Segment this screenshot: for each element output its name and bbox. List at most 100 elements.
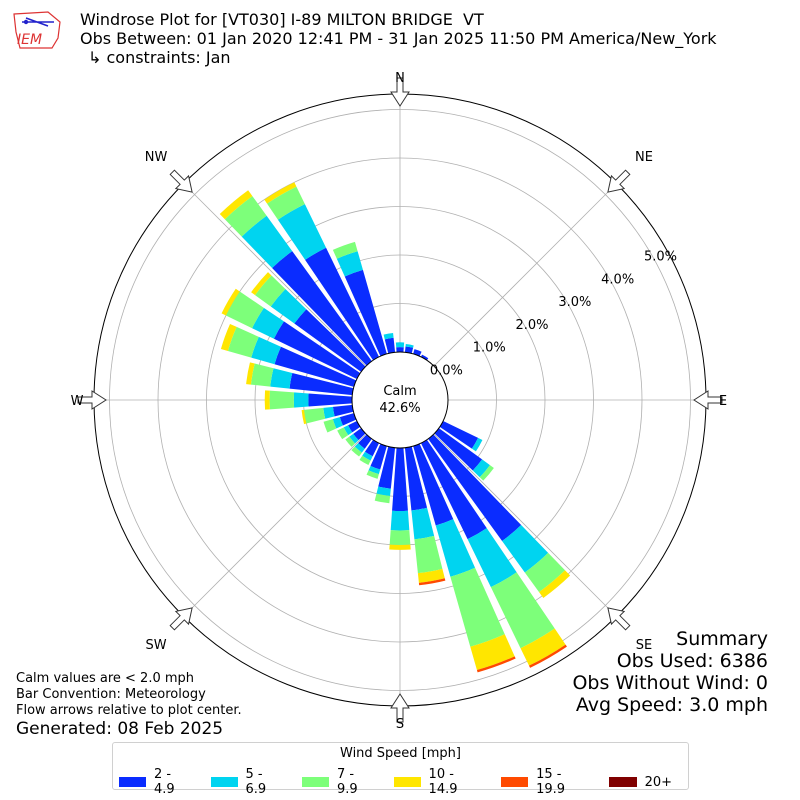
grid-spoke <box>183 433 367 617</box>
radial-tick-label: 1.0% <box>473 341 506 356</box>
windrose-bar-segment <box>366 470 379 479</box>
windrose-bar-segment <box>323 406 335 419</box>
legend-label: 10 - 14.9 <box>428 767 458 797</box>
windrose-bar-segment <box>224 196 267 237</box>
windrose-bar-segment <box>273 321 361 380</box>
legend-item: 7 - 9.9 <box>302 767 378 797</box>
calm-label: Calm <box>383 384 416 399</box>
windrose-bar-segment <box>274 346 357 387</box>
direction-label-e: E <box>719 394 727 409</box>
obs-used: Obs Used: 6386 <box>616 650 768 672</box>
windrose-bar-segment <box>395 342 405 348</box>
legend-label: 20+ <box>644 774 672 790</box>
windrose-bar-segment <box>241 215 293 269</box>
legend-label: 5 - 6.9 <box>245 767 267 797</box>
radial-tick-label: 5.0% <box>644 250 677 265</box>
windrose-bar-segment <box>376 486 391 496</box>
windrose-bar-segment <box>370 443 387 470</box>
windrose-bar-segment <box>251 336 281 365</box>
direction-label-s: S <box>396 717 404 732</box>
logo-text: IEM <box>17 32 42 48</box>
windrose-bar-segment <box>392 447 408 512</box>
legend-item: 10 - 14.9 <box>393 767 486 797</box>
grid-ring <box>109 109 691 691</box>
legend-item: 2 - 4.9 <box>119 767 195 797</box>
grid-spoke <box>433 183 617 367</box>
windrose-bar-segment <box>472 459 490 478</box>
radial-tick-label: 2.0% <box>516 318 549 333</box>
radial-tick-label: 0.0% <box>430 363 463 378</box>
radial-tick-label: 3.0% <box>558 295 591 310</box>
legend-label: 15 - 19.9 <box>536 767 566 797</box>
grid-spoke <box>433 433 617 617</box>
windrose-bar-segment <box>539 570 571 598</box>
windrose-bar-segment <box>435 519 476 577</box>
flow-arrow-shape <box>693 390 723 410</box>
flow-arrow-shape <box>169 169 193 193</box>
windrose-bar-segment <box>220 323 237 351</box>
windrose-bar-segment <box>272 251 372 366</box>
windrose-bar-segment <box>227 326 259 358</box>
windrose-bar-segment <box>301 409 307 425</box>
windrose-bar-segment <box>411 507 435 540</box>
windrose-bar-segment <box>420 354 429 361</box>
windrose-bar-segment <box>250 363 274 387</box>
windrose-bar-segment <box>470 634 515 671</box>
summary-panel: Summary Obs Used: 6386 Obs Without Wind:… <box>572 628 768 716</box>
flow-arrow-shape <box>169 607 193 631</box>
windrose-bar-segment <box>349 433 359 444</box>
windrose-bar-segment <box>362 451 373 461</box>
windrose-bar-segment <box>467 528 517 588</box>
title-line-3: ↳ constraints: Jan <box>88 48 231 67</box>
legend-label: 2 - 4.9 <box>154 767 175 797</box>
logo-dot <box>23 19 29 25</box>
logo-outline <box>13 11 61 49</box>
generated-date: Generated: 08 Feb 2025 <box>16 719 224 739</box>
direction-label-n: N <box>395 71 405 86</box>
windrose-bar-segment <box>490 572 555 649</box>
summary-title: Summary <box>676 628 768 650</box>
windrose-bar-segment <box>348 420 361 433</box>
windrose-bar-segment <box>404 446 428 511</box>
windrose-bar-segment <box>520 628 566 666</box>
windrose-bar-segment <box>524 552 566 593</box>
grid-ring <box>157 157 643 643</box>
calm-circle <box>351 351 449 449</box>
windrose-bar-segment <box>264 182 297 204</box>
windrose-bar-segment <box>251 272 272 296</box>
legend-title: Wind Speed [mph] <box>340 746 461 761</box>
windrose-bars <box>219 182 571 673</box>
grid-ring <box>206 206 594 594</box>
windrose-bar-segment <box>471 437 483 452</box>
direction-label-ne: NE <box>635 150 653 165</box>
calm-note: Calm values are < 2.0 mph <box>16 671 195 686</box>
legend-item: 20+ <box>608 767 672 797</box>
windrose-bar-segment <box>374 493 391 504</box>
direction-label-sw: SW <box>145 638 166 653</box>
legend-item: 15 - 19.9 <box>501 767 593 797</box>
windrose-bar-segment <box>418 578 446 586</box>
legend: Wind Speed [mph] 2 - 4.9 5 - 6.9 7 - 9.9 10… <box>112 742 689 797</box>
flow-arrow-icon <box>390 77 410 107</box>
windrose-bar-segment <box>308 393 353 407</box>
direction-arrows <box>77 77 723 723</box>
legend-items: 2 - 4.9 5 - 6.9 7 - 9.9 10 - 14.9 15 - 19.9 2… <box>119 767 688 797</box>
legend-swatch <box>210 777 238 787</box>
title-line-2: Obs Between: 01 Jan 2020 12:41 PM - 31 J… <box>80 29 717 48</box>
flow-arrow-icon <box>607 607 631 631</box>
windrose-bar-segment <box>339 413 357 426</box>
windrose-bar-segment <box>270 368 293 389</box>
legend-swatch <box>393 777 421 787</box>
windrose-bar-segment <box>270 288 307 324</box>
windrose-bar-segment <box>396 347 404 353</box>
windrose-bar-segment <box>305 247 380 361</box>
flow-arrow-icon <box>169 607 193 631</box>
legend-swatch <box>608 777 637 787</box>
obs-without-wind: Obs Without Wind: 0 <box>572 672 768 694</box>
windrose-bar-segment <box>332 241 358 259</box>
legend-swatch <box>119 777 147 787</box>
windrose-bar-segment <box>502 525 549 573</box>
windrose-bar-segment <box>413 443 454 526</box>
windrose-bar-segment <box>450 567 505 647</box>
windrose-bar-segment <box>479 465 494 481</box>
